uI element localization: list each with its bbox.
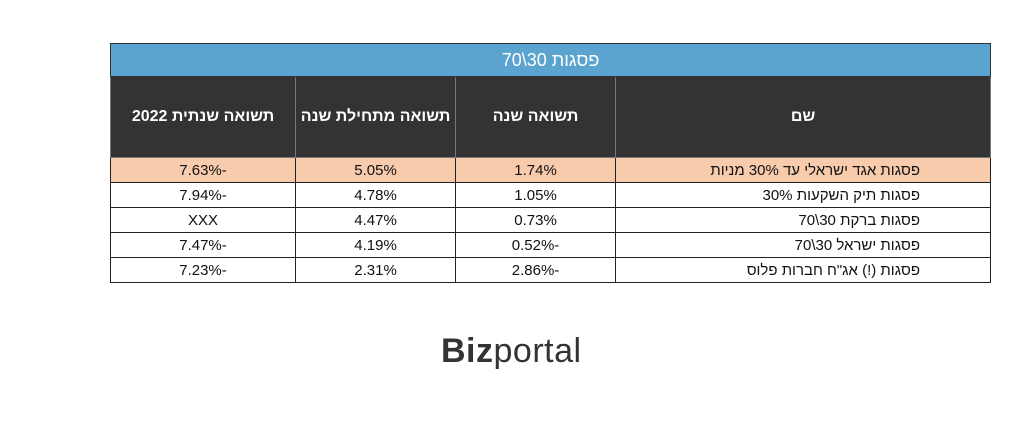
table-header-row: שם תשואה שנה תשואה מתחילת שנה תשואה שנתי… [109, 76, 992, 158]
ytd-return: 4.47% [295, 207, 457, 233]
table-title-row: פסגות 30\70 [109, 43, 992, 77]
fund-returns-table-container: פסגות 30\70 שם תשואה שנה תשואה מתחילת שנ… [109, 43, 992, 283]
year-return: 1.05% [455, 182, 617, 208]
return-2022: -7.23% [109, 257, 297, 283]
header-2022-return: תשואה שנתית 2022 [109, 76, 297, 158]
fund-returns-table: פסגות 30\70 שם תשואה שנה תשואה מתחילת שנ… [109, 43, 992, 283]
ytd-return: 2.31% [295, 257, 457, 283]
fund-name: פסגות תיק השקעות 30% [615, 182, 992, 208]
table-row: פסגות (!) אג"ח חברות פלוס -2.86% 2.31% -… [109, 257, 992, 283]
header-name: שם [615, 76, 992, 158]
fund-name: פסגות אגד ישראלי עד 30% מניות [615, 157, 992, 183]
table-row: פסגות תיק השקעות 30% 1.05% 4.78% -7.94% [109, 182, 992, 208]
ytd-return: 5.05% [295, 157, 457, 183]
fund-name: פסגות (!) אג"ח חברות פלוס [615, 257, 992, 283]
logo-portal: portal [493, 332, 582, 370]
year-return: -2.86% [455, 257, 617, 283]
bizportal-logo: Bizportal [441, 332, 582, 372]
return-2022: -7.63% [109, 157, 297, 183]
fund-name: פסגות ישראל 30\70 [615, 232, 992, 258]
return-2022: -7.47% [109, 232, 297, 258]
logo-biz: Biz [441, 332, 494, 370]
year-return: 1.74% [455, 157, 617, 183]
ytd-return: 4.19% [295, 232, 457, 258]
table-title: פסגות 30\70 [109, 43, 992, 77]
return-2022: XXX [109, 207, 297, 233]
ytd-return: 4.78% [295, 182, 457, 208]
table-row: פסגות ישראל 30\70 -0.52% 4.19% -7.47% [109, 232, 992, 258]
table-row: פסגות ברקת 30\70 0.73% 4.47% XXX [109, 207, 992, 233]
year-return: -0.52% [455, 232, 617, 258]
header-year-return: תשואה שנה [455, 76, 617, 158]
table-row: פסגות אגד ישראלי עד 30% מניות 1.74% 5.05… [109, 157, 992, 183]
year-return: 0.73% [455, 207, 617, 233]
header-ytd-return: תשואה מתחילת שנה [295, 76, 457, 158]
fund-name: פסגות ברקת 30\70 [615, 207, 992, 233]
return-2022: -7.94% [109, 182, 297, 208]
